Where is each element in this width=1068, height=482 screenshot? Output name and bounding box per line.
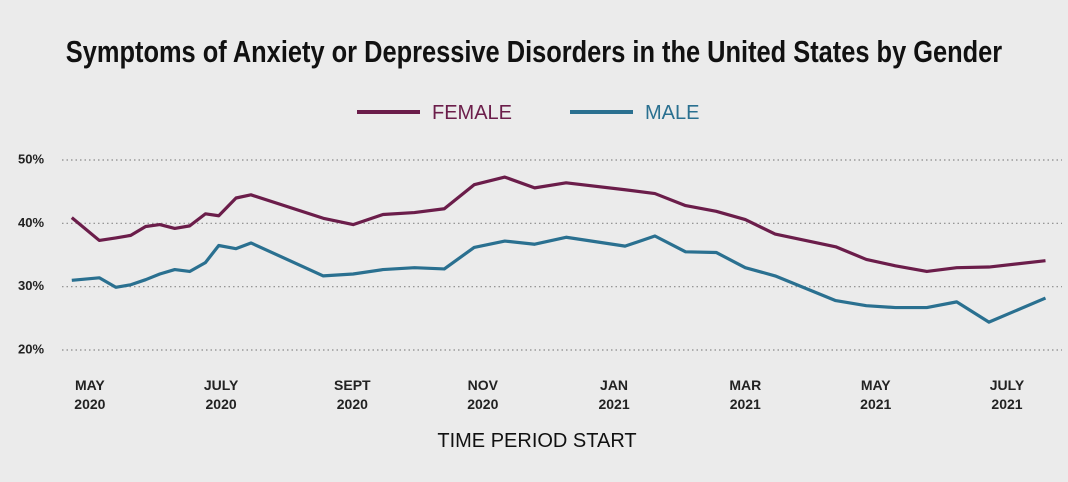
title-group: Symptoms of Anxiety or Depressive Disord… <box>66 35 1002 70</box>
y-tick-label: 40% <box>18 215 44 230</box>
legend-label: MALE <box>645 102 699 124</box>
series-line <box>70 175 1046 274</box>
series-line <box>71 234 1047 324</box>
x-tick-label: JULY 2021 <box>989 377 1025 412</box>
legend-label: FEMALE <box>432 102 512 124</box>
x-tick-label: MAY 2021 <box>860 377 892 412</box>
x-axis-title: TIME PERIOD START <box>437 430 636 452</box>
x-tick-label: JULY 2020 <box>203 377 239 412</box>
y-tick-label: 20% <box>18 341 44 356</box>
x-tick-label: NOV 2020 <box>467 377 499 412</box>
x-tick-label: JAN 2021 <box>598 377 630 412</box>
y-tick-label: 50% <box>18 151 44 166</box>
y-tick-label: 30% <box>18 278 44 293</box>
x-tick-label: SEPT 2020 <box>334 377 371 412</box>
x-tick-label: MAY 2020 <box>74 377 106 412</box>
x-tick-label: MAR 2021 <box>729 377 762 412</box>
chart-title: Symptoms of Anxiety or Depressive Disord… <box>66 35 1002 70</box>
